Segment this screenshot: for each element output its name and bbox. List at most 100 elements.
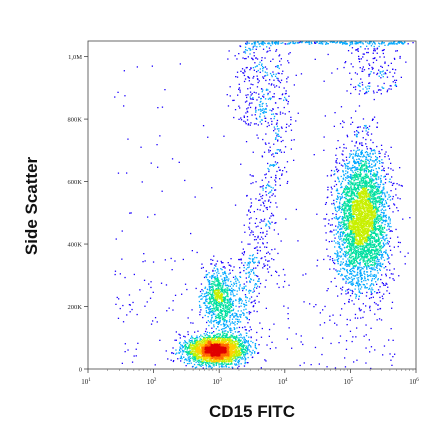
- event-dot: [250, 269, 252, 271]
- event-dot: [226, 292, 228, 294]
- event-dot: [381, 200, 383, 202]
- event-dot: [222, 307, 225, 309]
- event-dot: [216, 284, 219, 287]
- event-dot: [379, 227, 381, 229]
- event-dot: [329, 41, 331, 43]
- event-dot: [239, 283, 241, 286]
- event-dot: [330, 281, 332, 283]
- event-dot: [357, 187, 359, 189]
- event-dot: [372, 259, 374, 261]
- event-dot: [231, 306, 233, 308]
- event-dot: [220, 311, 222, 313]
- event-dot: [362, 246, 364, 248]
- event-dot: [338, 221, 340, 223]
- event-dot: [380, 191, 382, 194]
- event-dot: [363, 169, 365, 171]
- event-dot: [276, 128, 279, 130]
- event-dot: [228, 299, 231, 301]
- event-dot: [256, 246, 258, 248]
- event-dot: [404, 263, 406, 265]
- event-dot: [331, 194, 333, 196]
- event-dot: [265, 74, 267, 77]
- event-dot: [247, 345, 249, 347]
- event-dot: [275, 137, 277, 139]
- event-dot: [215, 278, 217, 280]
- event-dot: [255, 110, 257, 112]
- event-dot: [346, 270, 348, 273]
- event-dot: [223, 317, 225, 319]
- event-dot: [378, 152, 380, 155]
- event-dot: [225, 282, 227, 284]
- event-dot: [252, 67, 255, 69]
- event-dot: [371, 177, 373, 180]
- event-dot: [248, 292, 250, 294]
- event-dot: [355, 49, 357, 51]
- event-dot: [349, 244, 352, 246]
- event-dot: [244, 294, 247, 296]
- event-dot: [373, 196, 375, 198]
- event-dot: [363, 248, 365, 251]
- event-dot: [382, 354, 384, 356]
- event-dot: [262, 102, 264, 105]
- event-dot: [368, 75, 370, 77]
- event-dot: [298, 41, 300, 44]
- event-dot: [266, 51, 268, 53]
- event-dot: [287, 313, 289, 315]
- event-dot: [278, 286, 280, 289]
- event-dot: [358, 268, 360, 270]
- event-dot: [377, 253, 379, 256]
- event-dot: [231, 313, 233, 316]
- event-dot: [179, 63, 181, 65]
- event-dot: [239, 321, 242, 323]
- event-dot: [213, 294, 215, 296]
- event-dot: [243, 115, 245, 117]
- event-dot: [363, 311, 365, 313]
- event-dot: [210, 283, 212, 285]
- event-dot: [382, 187, 384, 189]
- event-dot: [270, 176, 272, 178]
- event-dot: [378, 239, 380, 241]
- event-dot: [353, 193, 356, 196]
- event-dot: [250, 232, 252, 234]
- event-dot: [335, 42, 337, 44]
- event-dot: [268, 124, 270, 127]
- event-dot: [203, 337, 206, 339]
- event-dot: [244, 304, 246, 306]
- event-dot: [379, 192, 381, 194]
- event-dot: [184, 359, 186, 361]
- event-dot: [227, 262, 229, 264]
- event-dot: [240, 334, 242, 336]
- event-dot: [350, 63, 352, 65]
- event-dot: [216, 304, 218, 307]
- event-dot: [338, 162, 341, 164]
- event-dot: [398, 41, 401, 43]
- event-dot: [375, 228, 378, 230]
- event-dot: [215, 285, 217, 287]
- event-dot: [396, 183, 398, 185]
- event-dot: [366, 268, 368, 270]
- event-dot: [345, 210, 347, 212]
- event-dot: [357, 153, 359, 155]
- event-dot: [344, 188, 346, 190]
- event-dot: [220, 328, 223, 331]
- event-dot: [226, 305, 228, 307]
- event-dot: [258, 286, 261, 288]
- event-dot: [376, 210, 378, 213]
- event-dot: [362, 179, 365, 181]
- event-dot: [350, 43, 352, 45]
- event-dot: [384, 44, 386, 46]
- event-dot: [361, 176, 363, 178]
- event-dot: [230, 294, 232, 296]
- event-dot: [345, 256, 347, 258]
- event-dot: [380, 199, 382, 201]
- event-dot: [248, 271, 250, 273]
- event-dot: [352, 261, 354, 263]
- event-dot: [398, 184, 400, 186]
- event-dot: [356, 161, 359, 163]
- event-dot: [244, 50, 246, 53]
- event-dot: [364, 173, 366, 175]
- event-dot: [188, 362, 190, 365]
- event-dot: [371, 255, 373, 257]
- event-dot: [197, 363, 199, 366]
- event-dot: [343, 191, 345, 193]
